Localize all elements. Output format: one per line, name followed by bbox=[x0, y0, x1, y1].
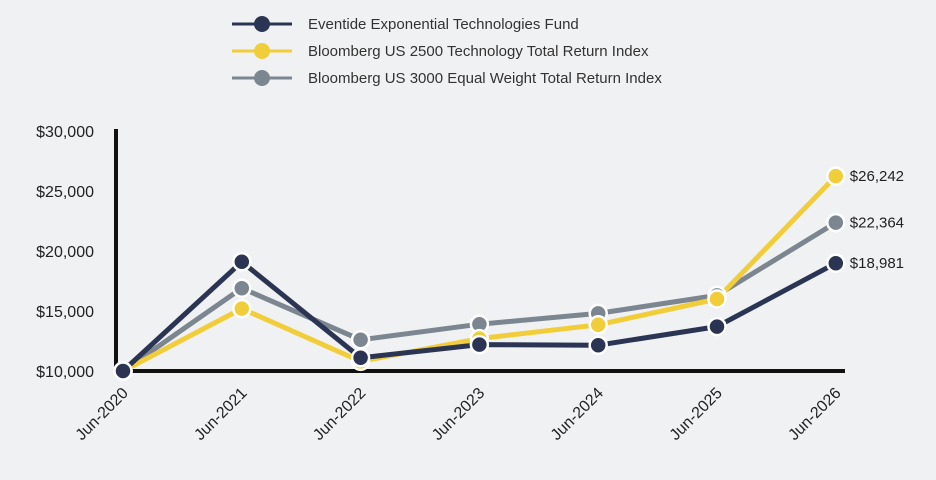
end-value-labels: $18,981 $26,242 $22,364 bbox=[850, 168, 904, 272]
data-point bbox=[588, 315, 608, 335]
legend-swatch-marker bbox=[254, 70, 270, 86]
data-point bbox=[707, 289, 727, 309]
legend-label: Bloomberg US 3000 Equal Weight Total Ret… bbox=[308, 70, 662, 87]
x-tick-label: Jun-2020 bbox=[73, 385, 132, 444]
y-tick-label: $30,000 bbox=[36, 124, 94, 141]
data-point bbox=[350, 348, 371, 368]
y-tick-label: $25,000 bbox=[36, 184, 94, 201]
legend-swatch-marker bbox=[254, 43, 270, 59]
data-point bbox=[232, 298, 252, 319]
x-tick-label: Jun-2021 bbox=[191, 385, 250, 444]
end-value-label: $18,981 bbox=[850, 255, 904, 272]
data-point bbox=[232, 252, 252, 272]
data-point bbox=[350, 330, 371, 350]
end-value-label: $26,242 bbox=[850, 168, 904, 185]
data-point bbox=[826, 212, 846, 233]
y-tick-label: $10,000 bbox=[36, 364, 94, 381]
x-tick-label: Jun-2023 bbox=[429, 385, 488, 444]
data-point bbox=[113, 361, 133, 381]
data-point bbox=[826, 253, 846, 273]
axes bbox=[114, 129, 845, 373]
x-tick-label: Jun-2025 bbox=[667, 385, 726, 444]
y-tick-label: $20,000 bbox=[36, 244, 94, 261]
x-tick-label: Jun-2026 bbox=[785, 385, 844, 444]
legend-label: Bloomberg US 2500 Technology Total Retur… bbox=[308, 43, 649, 60]
legend-label: Eventide Exponential Technologies Fund bbox=[308, 16, 579, 33]
data-point bbox=[707, 316, 727, 337]
data-point bbox=[588, 335, 608, 355]
x-tick-label: Jun-2022 bbox=[310, 385, 369, 444]
data-point bbox=[826, 166, 846, 186]
data-point bbox=[232, 278, 252, 298]
data-point bbox=[469, 334, 490, 355]
legend-swatch-marker bbox=[254, 16, 270, 32]
series-points bbox=[113, 166, 846, 381]
y-tick-label: $15,000 bbox=[36, 304, 94, 321]
y-axis-tick-labels: $10,000 $15,000 $20,000 $25,000 $30,000 bbox=[36, 124, 94, 381]
x-tick-label: Jun-2024 bbox=[548, 385, 607, 444]
legend: Eventide Exponential Technologies Fund Bl… bbox=[232, 16, 662, 87]
end-value-label: $22,364 bbox=[850, 215, 904, 232]
x-axis-tick-labels: Jun-2020 Jun-2021 Jun-2022 Jun-2023 Jun-2024… bbox=[73, 385, 845, 444]
